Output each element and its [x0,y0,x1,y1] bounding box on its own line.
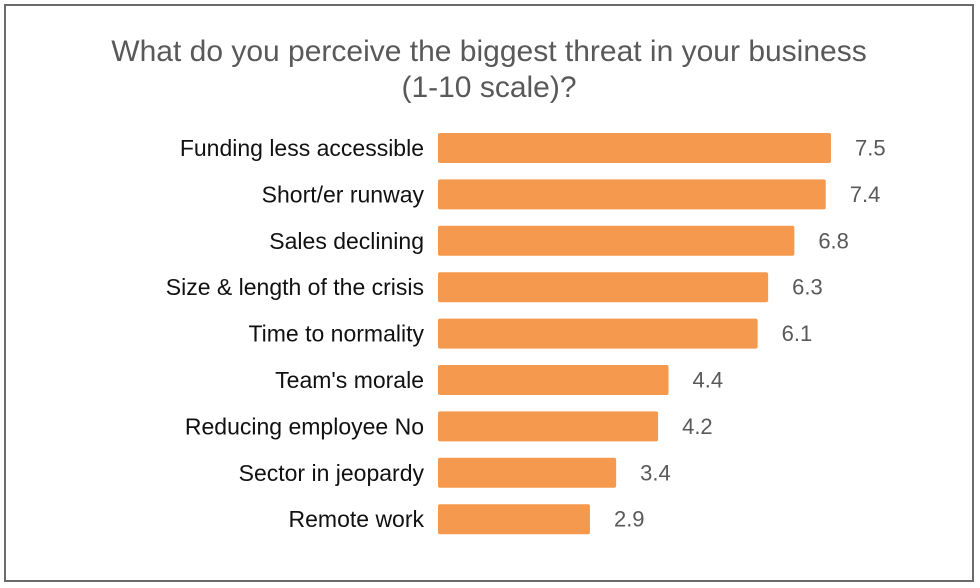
bar [438,457,617,488]
chart-frame: What do you perceive the biggest threat … [4,4,974,582]
bar [438,179,826,210]
bar [438,365,669,395]
category-label: Time to normality [248,321,424,347]
bar [438,272,769,303]
value-label: 3.4 [640,460,671,485]
bar [438,133,831,163]
bar [438,318,758,349]
value-label: 6.1 [782,321,813,346]
category-label: Remote work [289,506,425,532]
value-label: 7.5 [855,136,886,161]
value-label: 4.4 [693,368,724,393]
value-label: 6.8 [818,228,849,253]
chart-title-line-2: (1-10 scale)? [401,71,577,104]
category-label: Sector in jeopardy [239,460,425,486]
chart-title: What do you perceive the biggest threat … [6,34,972,106]
value-label: 6.3 [792,275,823,300]
category-label: Short/er runway [262,181,425,207]
bar-chart-plot: Funding less accessible 7.5 Short/er runwa… [166,133,886,535]
value-label: 2.9 [614,507,645,532]
bar [438,504,590,535]
category-label: Sales declining [269,228,424,254]
category-label: Funding less accessible [180,135,424,161]
bar [438,225,795,256]
category-label: Reducing employee No [185,413,424,439]
bar [438,411,659,442]
value-label: 7.4 [850,182,881,207]
value-label: 4.2 [682,414,713,439]
category-label: Size & length of the crisis [166,274,424,300]
chart-title-line-1: What do you perceive the biggest threat … [111,35,867,68]
category-label: Team's morale [275,367,424,393]
